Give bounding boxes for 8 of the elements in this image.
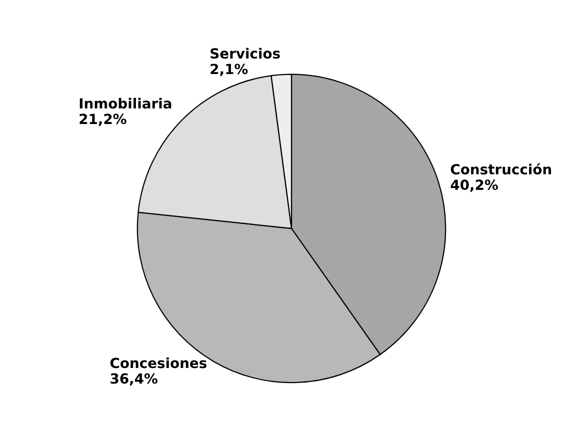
data-label: 36,4% — [110, 373, 158, 386]
data-label: 40,2% — [450, 180, 498, 192]
slice-label: Concesiones — [110, 357, 206, 368]
slice-label: Servicios — [210, 48, 280, 59]
data-label: 2,1% — [210, 64, 248, 76]
data-label: 21,2% — [80, 114, 126, 126]
slice-label: Construcción — [450, 163, 552, 174]
slice-label: Inmobiliaria — [80, 98, 172, 109]
